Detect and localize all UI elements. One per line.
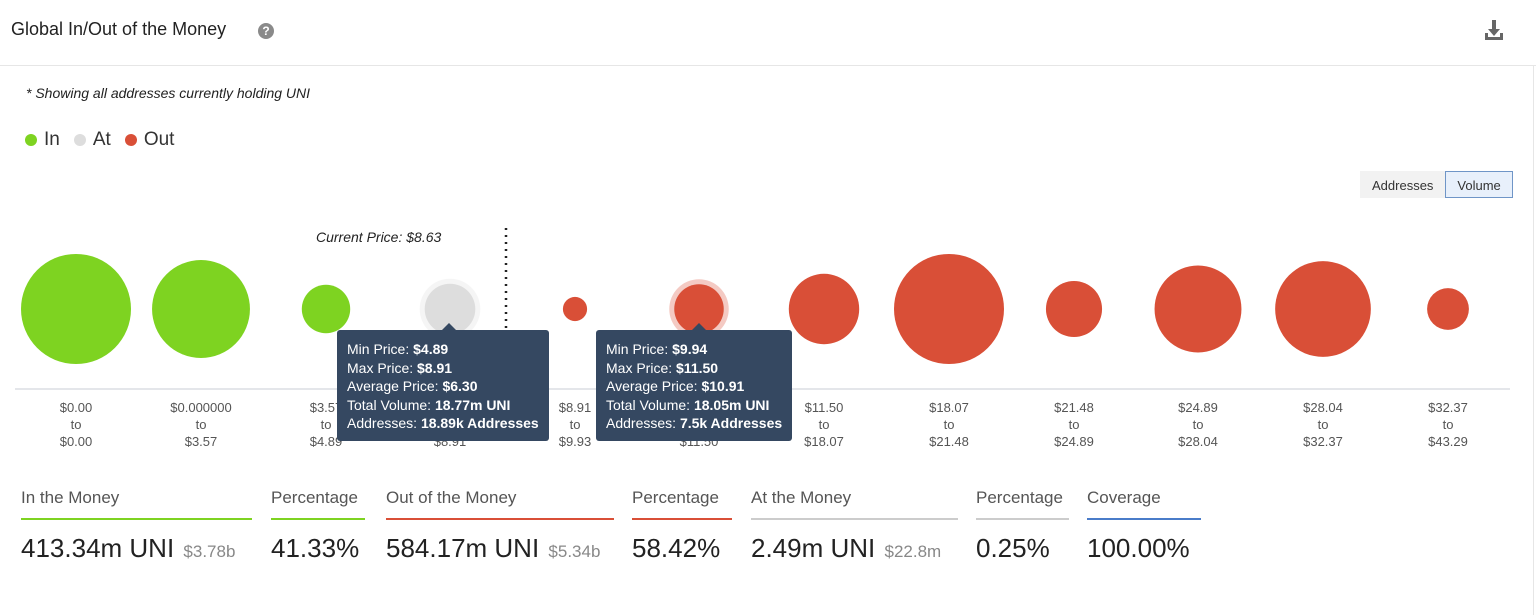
stat-label: At the Money <box>751 488 958 520</box>
stat-out-percentage: Percentage 58.42% <box>632 488 732 564</box>
tick-label-price: $32.37 <box>1303 434 1343 449</box>
tooltip-row: Addresses: 18.89k Addresses <box>347 415 539 431</box>
bubble-out[interactable] <box>1427 288 1469 330</box>
panel-border <box>1533 66 1534 615</box>
tick-label-price: $11.50 <box>805 400 844 415</box>
holding-note: * Showing all addresses currently holdin… <box>26 85 311 101</box>
tick-label-to: to <box>71 417 82 432</box>
stat-label: Coverage <box>1087 488 1201 520</box>
tick-label-price: $0.00 <box>60 434 93 449</box>
view-toggle: Addresses Volume <box>1360 171 1513 198</box>
tick-label-price: $4.89 <box>310 434 343 449</box>
stat-coverage: Coverage 100.00% <box>1087 488 1201 564</box>
tick-label-price: $24.89 <box>1054 434 1094 449</box>
bubble-out[interactable] <box>674 284 724 334</box>
legend-item-in[interactable]: In <box>25 129 60 151</box>
tick-label-price: $0.000000 <box>170 400 231 415</box>
tick-label-price: $8.91 <box>559 400 592 415</box>
stat-value: 0.25% <box>976 533 1050 563</box>
stat-label: Percentage <box>976 488 1069 520</box>
legend: In At Out <box>25 129 174 151</box>
help-icon[interactable]: ? <box>258 23 274 39</box>
tick-label-to: to <box>196 417 207 432</box>
stat-at-the-money: At the Money 2.49m UNI $22.8m <box>751 488 958 564</box>
legend-item-out[interactable]: Out <box>124 129 175 151</box>
tick-label-price: $18.07 <box>804 434 844 449</box>
tick-label-to: to <box>1069 417 1080 432</box>
tick-label-price: $28.04 <box>1303 400 1343 415</box>
tick-label-price: $3.57 <box>185 434 218 449</box>
tooltip-row: Max Price: $8.91 <box>347 359 453 376</box>
legend-item-at[interactable]: At <box>73 129 111 151</box>
stat-value: 584.17m UNI $5.34b <box>386 533 601 563</box>
stat-out-of-the-money: Out of the Money 584.17m UNI $5.34b <box>386 488 614 564</box>
stat-value: 100.00% <box>1087 533 1190 563</box>
legend-label: In <box>44 129 60 150</box>
tick-label-to: to <box>1318 417 1329 432</box>
tooltip-row: Total Volume: 18.77m UNI <box>347 396 511 413</box>
bubble-out[interactable] <box>1045 280 1103 338</box>
header: Global In/Out of the Money ? <box>0 0 1536 66</box>
tick-label-price: $9.93 <box>559 434 592 449</box>
stat-in-the-money: In the Money 413.34m UNI $3.78b <box>21 488 252 564</box>
tick-label-price: $28.04 <box>1178 434 1218 449</box>
tooltip-row: Average Price: $10.91 <box>606 378 745 394</box>
tick-label-price: $21.48 <box>929 434 969 449</box>
tick-label-price: $43.29 <box>1428 434 1468 449</box>
legend-dot-at <box>73 134 86 146</box>
legend-dot-out <box>124 134 137 146</box>
page-title: Global In/Out of the Money <box>11 19 227 39</box>
volume-toggle-button[interactable]: Volume <box>1445 171 1513 198</box>
tooltip-row: Addresses: 7.5k Addresses <box>606 415 783 431</box>
stat-label: Percentage <box>271 488 365 520</box>
stat-value: 2.49m UNI $22.8m <box>751 533 942 563</box>
tick-label-to: to <box>944 417 955 432</box>
tick-label-price: $0.00 <box>60 400 93 415</box>
tick-label-to: to <box>1193 417 1204 432</box>
tick-label-to: to <box>321 417 332 432</box>
tooltip-row: Max Price: $11.50 <box>606 359 719 376</box>
bubble-out[interactable] <box>562 296 588 322</box>
tooltip-row: Min Price: $4.89 <box>347 341 449 357</box>
stat-in-percentage: Percentage 41.33% <box>271 488 365 564</box>
summary-stats: In the Money 413.34m UNI $3.78b Percenta… <box>0 488 1536 578</box>
stat-at-percentage: Percentage 0.25% <box>976 488 1069 564</box>
stat-value: 413.34m UNI $3.78b <box>21 533 236 563</box>
legend-label: At <box>92 129 111 150</box>
current-price-label: Current Price: $8.63 <box>316 229 441 245</box>
tooltip-arrow <box>442 323 456 330</box>
stat-label: In the Money <box>21 488 252 520</box>
tick-label-to: to <box>819 417 830 432</box>
addresses-toggle-button[interactable]: Addresses <box>1360 171 1446 198</box>
tick-label-to: to <box>570 417 581 432</box>
bubble-in[interactable] <box>301 284 351 334</box>
tooltip-bucket-at: Min Price: $4.89 Max Price: $8.91 Averag… <box>337 323 549 441</box>
stat-value: 58.42% <box>632 533 721 563</box>
tooltip-bucket-out: Min Price: $9.94 Max Price: $11.50 Avera… <box>596 323 793 441</box>
download-icon[interactable] <box>1482 18 1506 42</box>
bubble-out[interactable] <box>788 273 860 345</box>
tick-label-price: $21.48 <box>1054 400 1094 415</box>
legend-label: Out <box>143 129 175 150</box>
stat-label: Percentage <box>632 488 732 520</box>
bubble-at[interactable] <box>424 283 476 335</box>
bubble-in[interactable] <box>21 254 131 364</box>
bubble-out[interactable] <box>894 254 1004 364</box>
tooltip-row: Average Price: $6.30 <box>347 378 478 394</box>
bubble-out[interactable] <box>1154 265 1242 353</box>
bubble-in[interactable] <box>152 260 250 358</box>
bubble-out[interactable] <box>1275 261 1371 357</box>
tooltip-arrow <box>692 323 706 330</box>
legend-dot-in <box>25 134 37 146</box>
tooltip-row: Min Price: $9.94 <box>606 341 708 357</box>
tick-label-price: $3.57 <box>310 400 343 415</box>
tick-label-price: $24.89 <box>1178 400 1218 415</box>
stat-label: Out of the Money <box>386 488 614 520</box>
tooltip-row: Total Volume: 18.05m UNI <box>606 396 770 413</box>
tick-label-price: $18.07 <box>929 400 969 415</box>
stat-value: 41.33% <box>271 533 360 563</box>
bubble-chart: Current Price: $8.63 $0.00 to $0.00 $0.0000… <box>15 228 1510 449</box>
tick-label-price: $32.37 <box>1428 400 1468 415</box>
tick-label-to: to <box>1443 417 1454 432</box>
